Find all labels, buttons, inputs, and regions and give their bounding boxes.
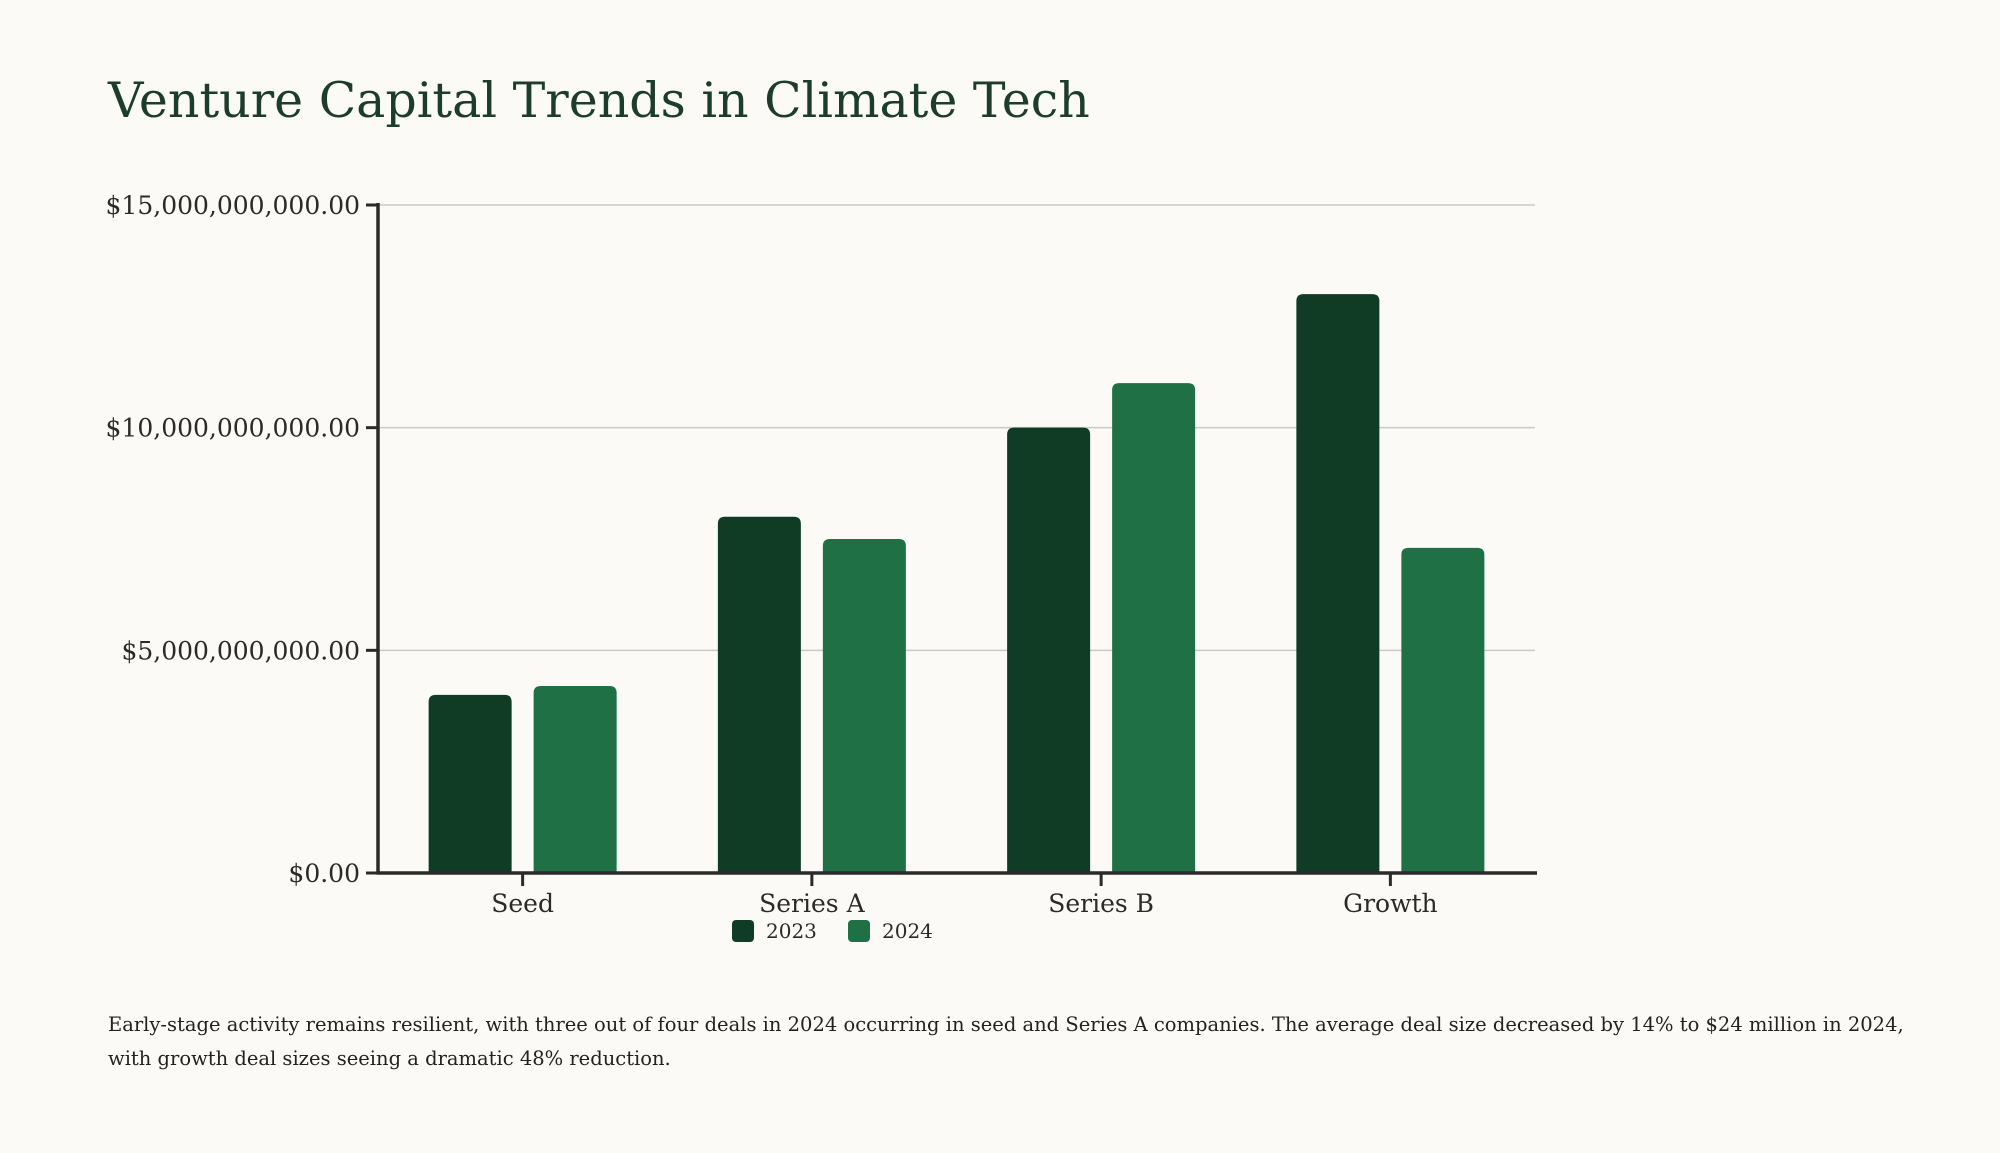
bar-chart: $0.00 $5,000,000,000.00 $10,000,000,000.00…: [106, 191, 1537, 943]
legend-label-2024: 2024: [882, 919, 933, 943]
legend-swatch-2023: [732, 920, 754, 942]
bar-seed-2024: [533, 685, 617, 873]
bar-growth-2023: [1296, 294, 1380, 874]
y-tick-label: $10,000,000,000.00: [106, 414, 360, 443]
bar-series-a-2023: [717, 516, 801, 873]
axes: [366, 203, 1537, 886]
y-tick-label: $5,000,000,000.00: [121, 636, 360, 665]
bars: [428, 294, 1485, 874]
x-tick-label: Series A: [759, 889, 865, 918]
bar-seed-2023: [428, 694, 512, 873]
y-tick-label: $0.00: [288, 859, 360, 888]
chart-caption: Early-stage activity remains resilient, …: [108, 1013, 1904, 1070]
x-tick-labels: Seed Series A Series B Growth: [491, 889, 1437, 918]
y-tick-label: $15,000,000,000.00: [106, 191, 360, 220]
bar-series-a-2024: [822, 539, 906, 873]
bar-growth-2024: [1401, 547, 1485, 873]
y-tick-labels: $0.00 $5,000,000,000.00 $10,000,000,000.00…: [106, 191, 360, 888]
bar-series-b-2023: [1007, 427, 1091, 873]
x-tick-label: Series B: [1048, 889, 1154, 918]
x-tick-label: Growth: [1343, 889, 1438, 918]
page-title: Venture Capital Trends in Climate Tech: [108, 72, 1090, 129]
bar-series-b-2024: [1112, 383, 1196, 873]
legend-swatch-2024: [848, 920, 870, 942]
legend: 2023 2024: [732, 919, 933, 943]
x-tick-label: Seed: [491, 889, 554, 918]
legend-label-2023: 2023: [766, 919, 817, 943]
